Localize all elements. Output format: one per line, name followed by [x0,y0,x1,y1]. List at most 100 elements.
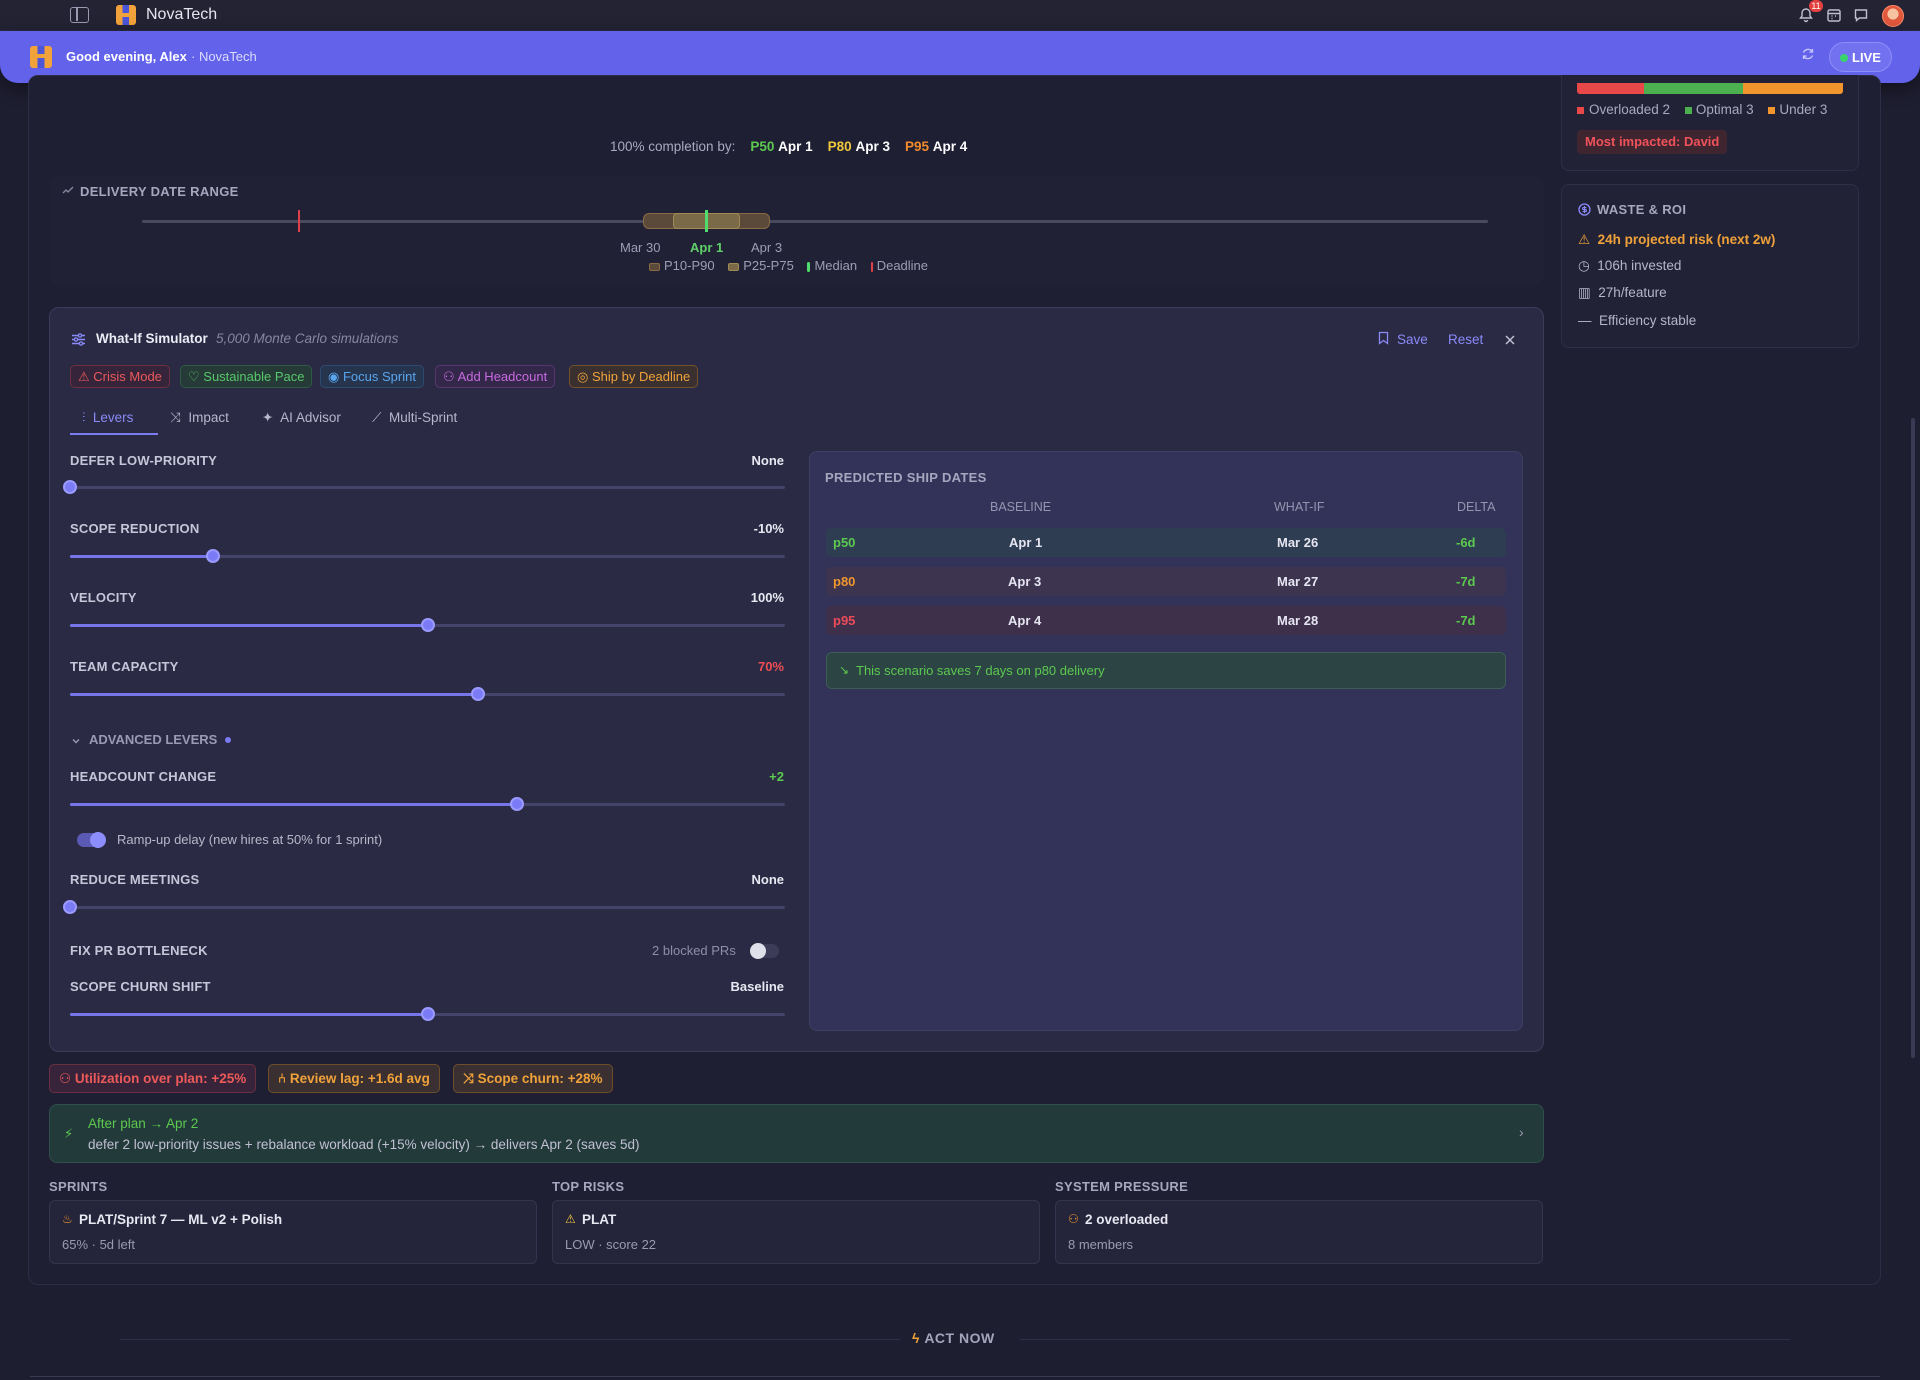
legend-swatch [1684,107,1692,114]
preset-crisis-mode[interactable]: ⚠ Crisis Mode [70,365,170,388]
roi-invested-text: 106h invested [1597,258,1682,273]
legend-median: Median [814,258,858,273]
roi-risk: ⚠ 24h projected risk (next 2w) [1578,232,1775,248]
after-plan-banner[interactable]: ⚡ After plan → Apr 2 defer 2 low-priorit… [49,1104,1544,1163]
toggle-nub [90,832,106,848]
risk-name: PLAT [582,1212,617,1227]
live-indicator[interactable]: LIVE [1829,42,1892,72]
deadline-marker [298,210,300,232]
lever-value: 70% [757,659,784,674]
col-delta: DELTA [1457,500,1496,514]
tab-impact[interactable]: ⤨ Impact [170,410,229,426]
bell-icon[interactable] [1797,7,1815,25]
preset-label: Ship by Deadline [591,369,691,384]
act-now-label: ACT NOW [924,1330,995,1346]
tab-levers[interactable]: ⫶ Levers [82,410,133,426]
defer-low-priority-slider[interactable] [63,480,785,494]
fix-pr-bottleneck-toggle[interactable] [750,943,779,959]
scope-churn-shift-slider[interactable] [70,1007,785,1021]
velocity-slider[interactable] [70,618,785,632]
close-icon[interactable] [1504,333,1516,349]
row-whatif: Mar 26 [1277,535,1319,550]
page-scrollbar[interactable] [1911,418,1915,1058]
waste-roi-card [1561,184,1859,348]
slider-knob[interactable] [420,1007,435,1021]
slider-knob[interactable] [63,900,77,914]
risk-card[interactable]: ⚠ PLAT LOW · score 22 [552,1200,1040,1264]
preset-sustainable-pace[interactable]: ♡ Sustainable Pace [180,365,313,388]
preset-label: Focus Sprint [342,369,416,384]
alert-review-lag[interactable]: ⑃ Review lag: +1.6d avg [268,1064,440,1093]
pressure-meta: 8 members [1068,1237,1134,1252]
alert-utilization[interactable]: ⚇ Utilization over plan: +25% [49,1064,257,1093]
alert-scope-churn[interactable]: ⤨ Scope churn: +28% [453,1064,613,1093]
advanced-levers-toggle[interactable]: ADVANCED LEVERS [89,732,218,747]
bar-chart-icon: ▥ [1578,285,1591,300]
workload-bar [1577,83,1843,94]
p50-date: Apr 1 [778,139,813,154]
slider-fill [70,1013,428,1016]
slider-knob[interactable] [470,687,485,701]
slider-fill [70,555,213,558]
most-impacted-badge: Most impacted: David [1577,130,1728,154]
reset-button[interactable]: Reset [1448,332,1484,347]
chat-icon[interactable] [1852,7,1870,25]
row-whatif: Mar 28 [1277,613,1319,628]
rampup-toggle[interactable] [77,832,106,848]
preset-label: Crisis Mode [93,369,162,384]
bookmark-icon[interactable] [1378,331,1389,348]
preset-focus-sprint[interactable]: ◉ Focus Sprint [320,365,424,388]
after-plan-detail: defer 2 low-priority issues + rebalance … [88,1137,640,1152]
lever-label: REDUCE MEETINGS [70,872,200,887]
refresh-icon[interactable] [1801,47,1815,64]
table-row [826,567,1506,596]
row-delta: -6d [1456,535,1476,550]
row-percentile: p80 [833,574,856,589]
target-icon: ◎ [577,369,589,384]
slider-knob[interactable] [509,797,524,811]
roi-per-feature-text: 27h/feature [1598,285,1667,300]
row-percentile: p50 [833,535,856,550]
slider-knob[interactable] [206,549,220,563]
tab-ai-advisor[interactable]: ✦ AI Advisor [262,410,341,426]
table-row [826,606,1506,635]
preset-ship-by-deadline[interactable]: ◎ Ship by Deadline [569,365,699,388]
chevron-right-icon[interactable]: › [1519,1124,1524,1140]
team-capacity-slider[interactable] [70,687,785,701]
row-whatif: Mar 27 [1277,574,1319,589]
slider-knob[interactable] [420,618,435,632]
people-icon: ⚇ [1068,1212,1079,1226]
legend-swatch [728,262,740,271]
greeting-org: · NovaTech [191,49,257,64]
user-avatar[interactable] [1882,5,1904,27]
divider [1020,1339,1790,1340]
row-delta: -7d [1456,574,1476,589]
tab-multi-sprint[interactable]: ⟋ Multi-Sprint [372,410,457,426]
fire-icon: ♨ [62,1212,73,1226]
delivery-title: DELIVERY DATE RANGE [80,184,239,199]
sparkle-icon: ✦ [262,410,274,425]
act-now-heading: ϟ ACT NOW [912,1330,995,1346]
dollar-icon [1578,203,1591,219]
pressure-card[interactable]: ⚇ 2 overloaded 8 members [1055,1200,1543,1264]
reduce-meetings-slider[interactable] [63,900,785,914]
roi-invested: ◷ 106h invested [1578,258,1681,274]
lever-value: 100% [750,590,784,605]
pull-request-icon: ⑃ [278,1071,287,1086]
save-button[interactable]: Save [1397,332,1428,347]
calendar-icon[interactable] [1825,7,1843,25]
roi-title: WASTE & ROI [1597,202,1687,217]
warning-icon: ⚠ [78,369,90,384]
workload-bar-overloaded [1577,83,1644,94]
slider-knob[interactable] [63,480,77,494]
lever-label: HEADCOUNT CHANGE [70,769,217,784]
row-baseline: Apr 4 [1008,613,1042,628]
headcount-change-slider[interactable] [70,797,785,811]
sprint-card[interactable]: ♨ PLAT/Sprint 7 — ML v2 + Polish 65% · 5… [49,1200,537,1264]
alert-label: Utilization over plan: +25% [74,1071,247,1086]
row-baseline: Apr 3 [1008,574,1042,589]
sidebar-toggle-icon[interactable] [70,7,89,23]
preset-add-headcount[interactable]: ⚇ Add Headcount [435,365,556,388]
chevron-down-icon[interactable] [71,733,81,749]
scope-reduction-slider[interactable] [70,549,785,563]
